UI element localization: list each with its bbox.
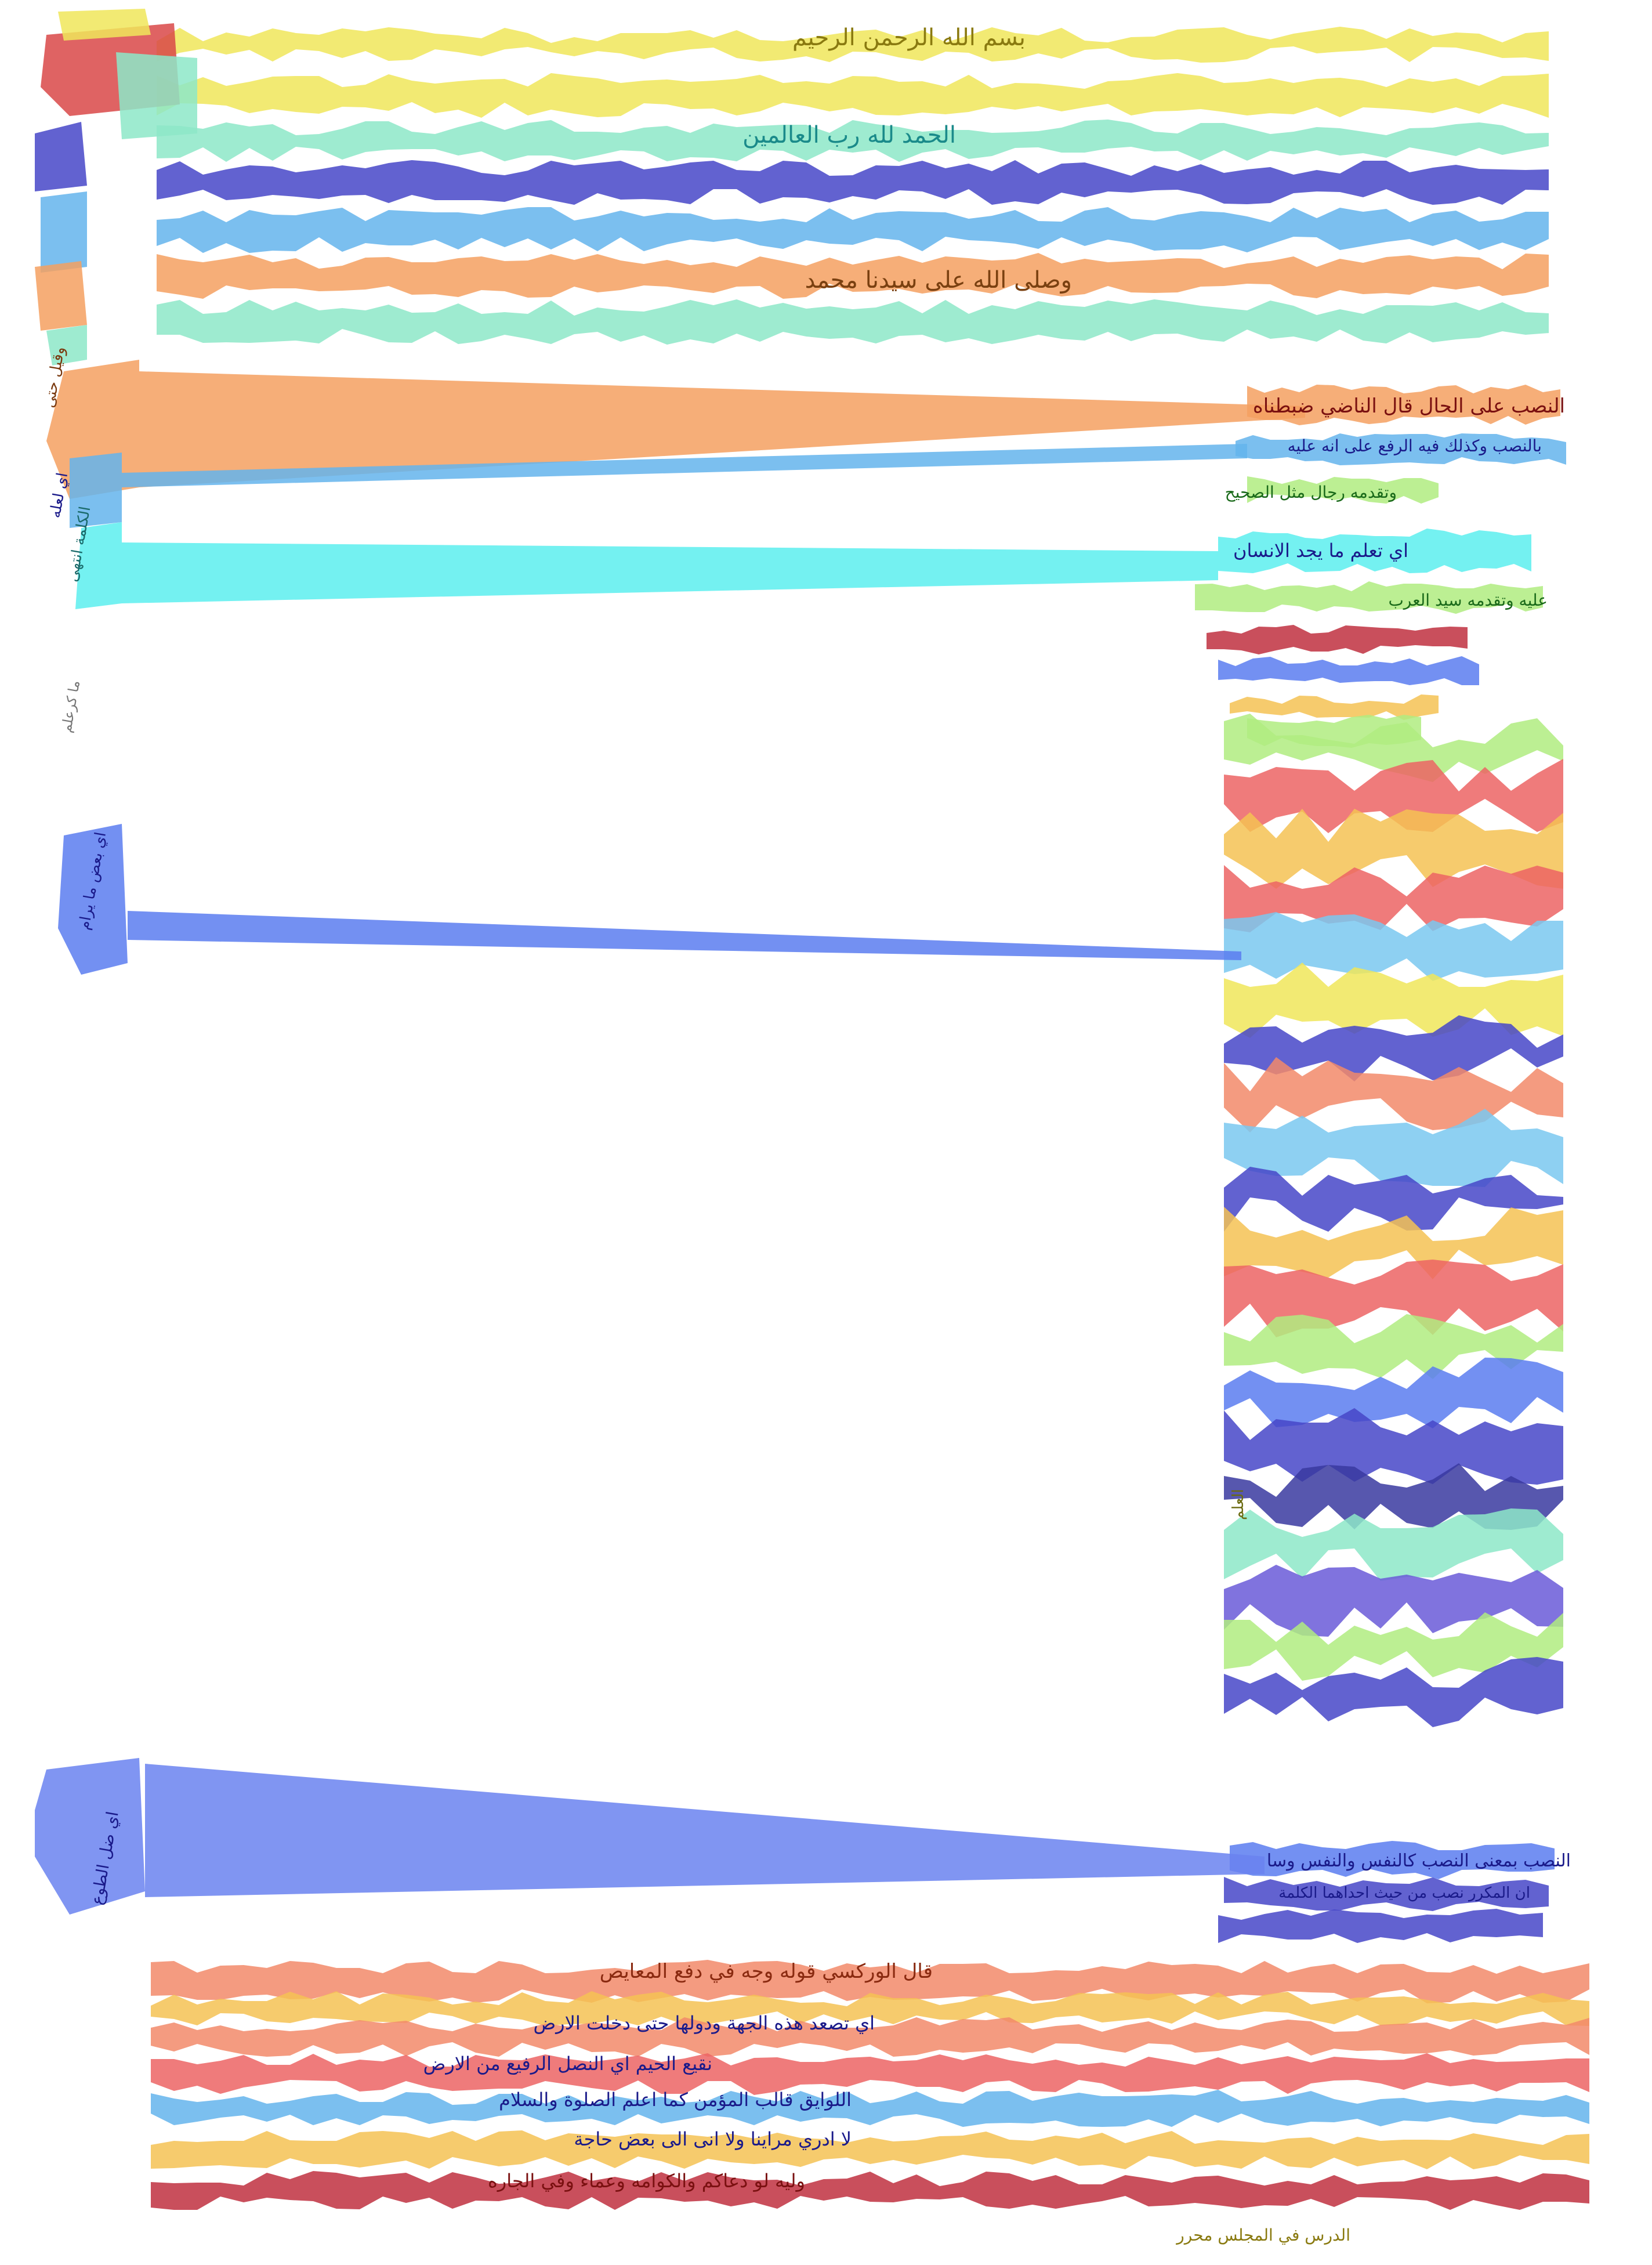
column-band-15 (1224, 1408, 1563, 1485)
right-gloss-2: بالنصب وكذلك فيه الرفع على انه عليه (1287, 436, 1542, 455)
column-band-3 (1224, 809, 1563, 889)
column-band-14 (1224, 1358, 1563, 1428)
column-band-8 (1224, 1057, 1563, 1132)
connector-blue (128, 911, 1241, 960)
connector-cyan (122, 542, 1218, 603)
right-gloss-4: اي تعلم ما يجد الانسان (1233, 540, 1408, 562)
connector-periwinkle (145, 1764, 1265, 1897)
bottom-line-4: اللوايق قالب المؤمن كما اعلم الصلوة والس… (499, 2089, 852, 2111)
bottom-line-6: وليه لو دعاكم والكوامه وعماء وفي الجاره (488, 2170, 805, 2192)
left-margin-band-orange (35, 261, 87, 331)
column-band-20 (1224, 1657, 1563, 1727)
bottom-line-5: لا ادري مراينا ولا انى الى بعض حاجة (574, 2128, 852, 2150)
left-margin-band-indigo (35, 122, 87, 191)
main-line-band-4 (157, 160, 1549, 205)
region-bands (35, 9, 1589, 2210)
bottom-line-band-4 (151, 2053, 1589, 2095)
column-band-19 (1224, 1612, 1563, 1681)
column-band-2 (1224, 759, 1563, 833)
lower-gloss-band-1 (1230, 1841, 1555, 1879)
bottom-line-band-5 (151, 2090, 1589, 2127)
gloss-band-8 (1230, 694, 1439, 720)
column-band-13 (1224, 1314, 1563, 1379)
main-text-line-1: بسم الله الرحمن الرحيم (792, 24, 1026, 51)
gloss-band-6 (1207, 625, 1468, 654)
bottom-line-band-2 (151, 1991, 1589, 2026)
main-text-line-6: وصلى الله على سيدنا محمد (805, 267, 1072, 294)
main-line-band-3 (157, 120, 1549, 162)
left-box-cyan (75, 522, 122, 609)
gloss-band-7 (1218, 656, 1479, 685)
bottom-line-band-6 (151, 2130, 1589, 2169)
left-box-sky (70, 453, 122, 528)
right-gloss-1: النصب على الحال قال الناضي ضبطناه (1252, 395, 1565, 418)
left-margin-band-mint-2 (116, 52, 197, 139)
left-margin-band-sky (41, 191, 87, 273)
bottom-line-1: قال الوركسي قوله وجه في دفع المعايص (599, 1960, 933, 1983)
gloss-band-2 (1236, 433, 1566, 465)
gloss-connectors (122, 371, 1305, 1897)
bottom-line-3: نقيع الحيم اي النصل الرفيع من الارض (423, 2053, 712, 2075)
connector-orange (139, 371, 1305, 487)
right-gloss-3: وتقدمه رجال مثل الصحيح (1224, 483, 1397, 502)
main-line-band-7 (157, 299, 1549, 345)
right-gloss-7: ان المكرر نصب من حيث احداهما الكلمة (1278, 1884, 1530, 1902)
gloss-band-3 (1247, 476, 1439, 504)
column-band-7 (1224, 1015, 1563, 1081)
column-band-11 (1224, 1207, 1563, 1279)
bottom-line-band-1 (151, 1960, 1589, 2003)
bottom-line-2: اي تصعد هذه الجهة ودولها حتى دخلت الارض (533, 2012, 875, 2034)
column-band-10 (1224, 1167, 1563, 1232)
main-line-band-2 (157, 73, 1549, 118)
column-band-4 (1224, 865, 1563, 932)
column-band-6 (1224, 963, 1563, 1038)
main-line-band-1 (157, 27, 1549, 63)
left-box-blue (58, 824, 128, 975)
gloss-band-4 (1218, 529, 1531, 573)
bottom-line-band-3 (151, 2017, 1589, 2057)
right-column-label: العلم (1230, 1489, 1247, 1520)
column-band-9 (1224, 1109, 1563, 1187)
column-band-1 (1224, 714, 1563, 782)
main-text-line-3: الحمد لله رب العالمين (742, 122, 956, 149)
column-band-17 (1224, 1508, 1563, 1581)
lower-gloss-band-3 (1218, 1909, 1543, 1943)
left-corner-band-yellow (58, 9, 151, 41)
connector-sky (122, 444, 1247, 487)
right-gloss-5: عليه وتقدمه سيد العرب (1388, 591, 1548, 610)
column-band-5 (1224, 912, 1563, 981)
right-gloss-6: النصب بمعنى النصب كالنفس والنفس وسا (1266, 1851, 1571, 1871)
lower-gloss-band-2 (1224, 1877, 1549, 1911)
gloss-band-5 (1195, 581, 1543, 614)
column-band-16 (1224, 1463, 1563, 1530)
signature-line: الدرس في المجلس محرر (1176, 2226, 1350, 2245)
left-margin-band-mint (46, 325, 87, 366)
gloss-band-1 (1247, 385, 1560, 425)
main-line-band-6 (157, 253, 1549, 299)
left-box-periwinkle (35, 1758, 145, 1915)
bottom-line-band-7 (151, 2171, 1589, 2210)
main-line-band-5 (157, 207, 1549, 253)
